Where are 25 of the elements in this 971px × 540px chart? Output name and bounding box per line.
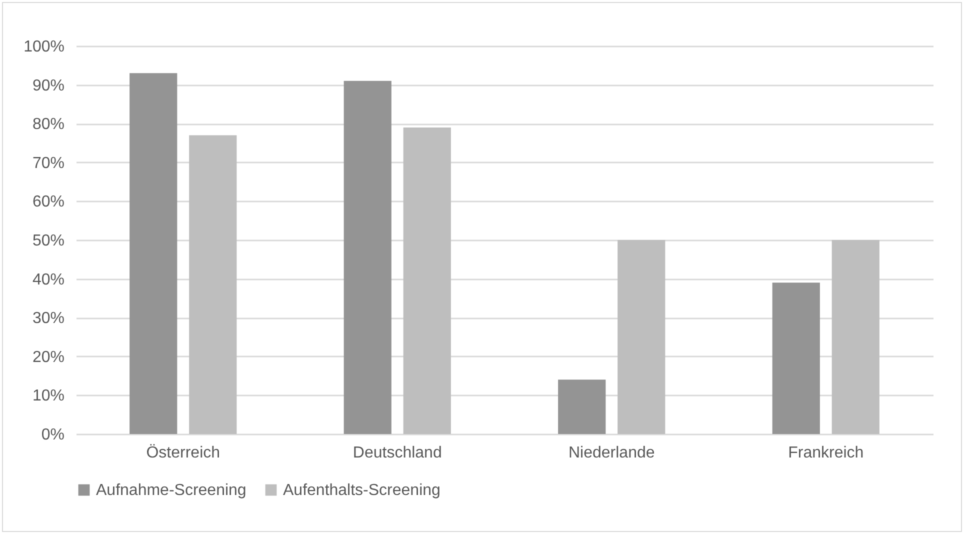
y-tick-label: 90% (32, 77, 64, 94)
legend-label: Aufnahme-Screening (96, 482, 246, 499)
bar (344, 80, 392, 434)
y-tick-label: 10% (32, 388, 64, 405)
x-tick-label: Österreich (146, 444, 220, 462)
y-tick-label: 50% (32, 232, 64, 250)
x-tick-label: Niederlande (568, 444, 655, 462)
y-tick-label: 0% (41, 426, 64, 444)
y-tick-label: 80% (32, 116, 64, 134)
bar (189, 135, 237, 434)
y-tick-label: 20% (32, 348, 64, 366)
y-tick-label: 60% (32, 194, 64, 211)
bar (618, 240, 666, 434)
y-tick-label: 30% (32, 310, 64, 328)
bar (130, 73, 178, 434)
legend-label: Aufenthalts-Screening (283, 482, 440, 499)
y-tick-label: 40% (32, 271, 64, 288)
y-tick-label: 70% (32, 154, 64, 172)
y-tick-label: 100% (24, 38, 64, 56)
bar (832, 240, 880, 434)
x-tick-label: Deutschland (352, 444, 442, 462)
x-tick-label: Frankreich (788, 444, 864, 462)
bar (558, 380, 606, 434)
bar (403, 127, 451, 434)
bar (772, 282, 820, 434)
